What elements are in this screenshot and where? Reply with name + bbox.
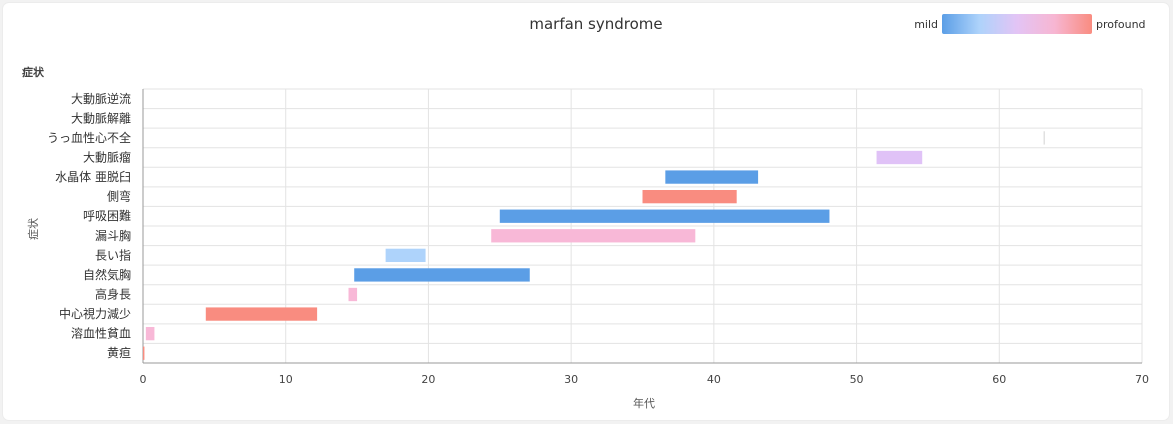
- x-tick-label: 0: [140, 373, 147, 386]
- x-tick-label: 10: [279, 373, 293, 386]
- y-tick-label: 黄疸: [107, 345, 131, 360]
- plot-area: 0 10 20 30 40 50 60 70 大動脈逆流大動脈解離うっ血性心不全大動脈瘤水晶体 …: [47, 88, 1149, 386]
- y-tick-label: 呼吸困難: [83, 208, 131, 223]
- y-tick-label: うっ血性心不全: [47, 130, 131, 145]
- x-tick-label: 70: [1135, 373, 1149, 386]
- bar: [642, 189, 737, 204]
- bar: [1043, 131, 1045, 145]
- y-tick-label: 長い指: [95, 247, 131, 262]
- y-tick-label: 漏斗胸: [95, 228, 131, 243]
- bar: [205, 307, 318, 321]
- legend-high-label: profound: [1096, 18, 1146, 31]
- y-tick-label: 大動脈解離: [71, 111, 131, 125]
- y-axis-label: 症状: [26, 218, 40, 240]
- y-tick-label: 側弯: [107, 189, 131, 204]
- bar: [876, 150, 923, 165]
- y-axis-header: 症状: [22, 65, 45, 79]
- chart-title: marfan syndrome: [529, 15, 662, 33]
- chart-card: marfan syndrome mild profound 症状 症状 年代 0…: [3, 3, 1169, 420]
- bar: [354, 268, 530, 282]
- y-tick-label: 水晶体 亜脱臼: [55, 169, 131, 184]
- y-tick-label: 中心視力減少: [59, 306, 131, 321]
- x-tick-label: 30: [564, 373, 578, 386]
- bar: [385, 248, 426, 263]
- x-tick-label: 50: [850, 373, 864, 386]
- x-tick-label: 40: [707, 373, 721, 386]
- bar: [491, 229, 696, 243]
- bar: [143, 346, 145, 360]
- x-axis-label: 年代: [633, 396, 655, 410]
- legend: mild profound: [914, 14, 1146, 34]
- legend-gradient-bar: [942, 14, 1092, 34]
- y-tick-label: 自然気胸: [83, 267, 131, 282]
- bar: [499, 209, 830, 223]
- bar: [665, 170, 759, 184]
- bar: [348, 287, 358, 302]
- chart-svg: marfan syndrome mild profound 症状 症状 年代 0…: [22, 14, 1149, 410]
- x-tick-label: 60: [992, 373, 1006, 386]
- y-tick-label: 大動脈逆流: [71, 91, 131, 106]
- y-tick-label: 溶血性貧血: [71, 326, 131, 341]
- legend-low-label: mild: [914, 18, 938, 31]
- y-tick-label: 大動脈瘤: [83, 150, 131, 165]
- bar: [145, 326, 155, 341]
- y-tick-label: 高身長: [95, 287, 131, 302]
- x-tick-label: 20: [421, 373, 435, 386]
